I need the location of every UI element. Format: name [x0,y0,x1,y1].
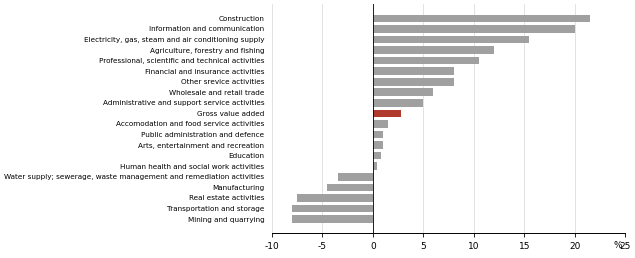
Bar [373,25,575,33]
Text: %: % [613,241,622,250]
Bar [373,46,494,54]
Bar [373,88,434,96]
Bar [373,57,479,64]
Bar [373,99,424,107]
Bar [292,205,373,212]
Bar [373,15,590,22]
Bar [373,67,453,75]
Bar [292,215,373,223]
Bar [373,78,453,86]
Bar [328,183,373,191]
Bar [338,173,373,181]
Bar [373,131,383,138]
Bar [373,120,388,128]
Bar [297,194,373,202]
Bar [373,36,530,43]
Bar [373,110,401,117]
Bar [373,152,381,159]
Bar [373,141,383,149]
Bar [373,163,377,170]
